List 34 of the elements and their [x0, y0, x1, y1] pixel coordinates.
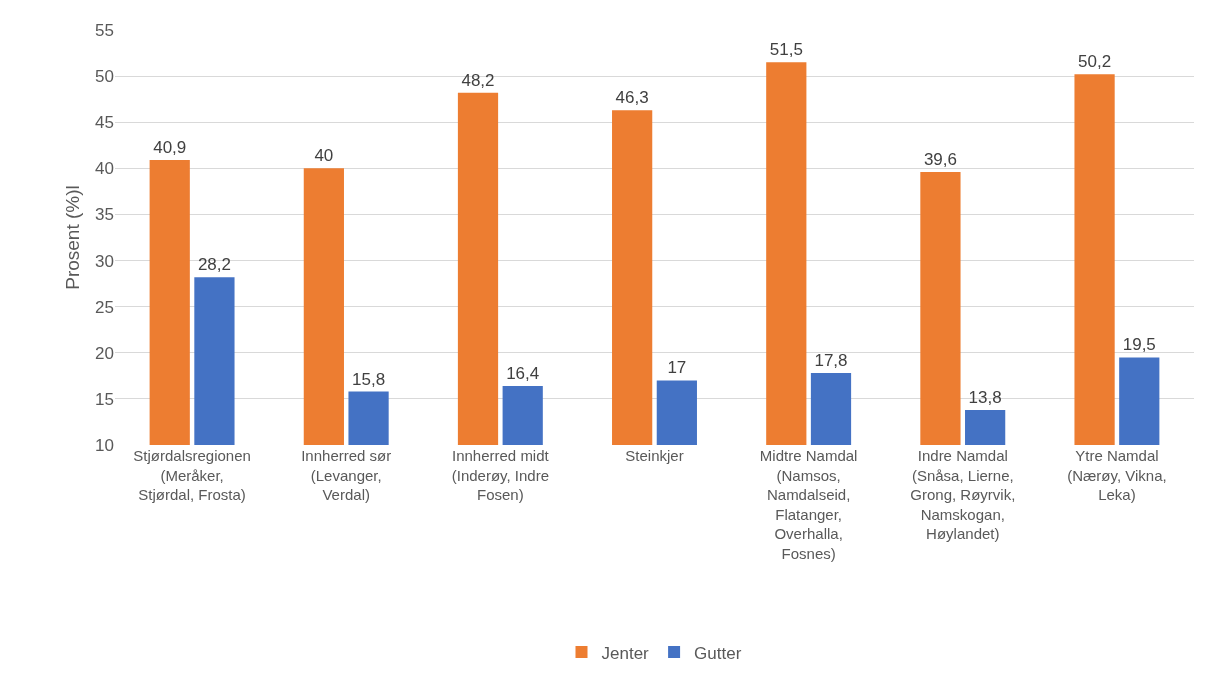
- data-label: 40,9: [153, 138, 187, 158]
- data-label: 13,8: [968, 387, 1002, 407]
- y-tick-label: 40: [95, 159, 114, 179]
- y-tick-label: 45: [95, 113, 114, 133]
- data-label: 16,4: [506, 363, 540, 383]
- x-tick-label: Innherred sør (Levanger, Verdal): [301, 447, 392, 503]
- data-label: 15,8: [352, 369, 386, 389]
- y-tick-label: 35: [95, 205, 114, 225]
- data-label: 46,3: [615, 88, 649, 108]
- y-axis-title: Prosent (%)l: [61, 185, 83, 290]
- x-tick-label: Steinkjer: [625, 447, 684, 464]
- data-label: 19,5: [1122, 335, 1156, 355]
- x-tick-label: Indre Namdal (Snåsa, Lierne, Grong, Røyrvik, Namskogan, Høylandet): [910, 447, 1016, 542]
- y-tick-label: 15: [95, 389, 114, 409]
- data-label: 28,2: [197, 255, 231, 275]
- y-tick-label: 25: [95, 297, 114, 317]
- y-tick-label: 20: [95, 343, 114, 363]
- data-label: 39,6: [923, 150, 957, 170]
- x-tick-label: Stjørdalsregionen (Meråker, Stjørdal, Frosta): [133, 447, 251, 503]
- data-label: 51,5: [769, 40, 803, 60]
- data-label: 17,8: [814, 351, 848, 371]
- data-label: 50,2: [1078, 52, 1112, 72]
- data-label: 48,2: [461, 70, 495, 90]
- x-tick-label: Innherred midt (Inderøy, Indre Fosen): [451, 447, 550, 503]
- y-tick-label: 50: [95, 67, 114, 87]
- y-tick-label: 30: [95, 251, 114, 271]
- y-tick-label: 55: [95, 20, 114, 40]
- legend-label: Gutter: [694, 643, 742, 663]
- x-tick-label: Ytre Namdal (Nærøy, Vikna, Leka): [1067, 447, 1167, 503]
- data-label: 17: [667, 358, 687, 378]
- legend-label: Jenter: [601, 643, 650, 663]
- data-label: 40: [314, 146, 334, 166]
- x-tick-label: Midtre Namdal (Namsos, Namdalseid, Flatanger, Overhalla, Fosnes): [759, 447, 858, 562]
- y-tick-label: 10: [95, 435, 114, 455]
